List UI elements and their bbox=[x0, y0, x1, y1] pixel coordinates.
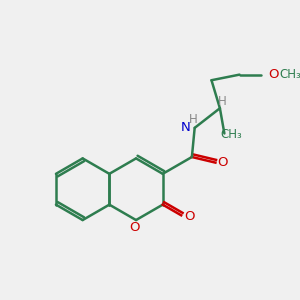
Text: H: H bbox=[218, 95, 227, 108]
Text: CH₃: CH₃ bbox=[279, 68, 300, 81]
Text: O: O bbox=[218, 156, 228, 169]
Text: H: H bbox=[189, 113, 197, 126]
Text: O: O bbox=[184, 210, 195, 223]
Text: N: N bbox=[180, 122, 190, 134]
Text: O: O bbox=[130, 221, 140, 234]
Text: CH₃: CH₃ bbox=[220, 128, 242, 141]
Text: O: O bbox=[268, 68, 278, 81]
